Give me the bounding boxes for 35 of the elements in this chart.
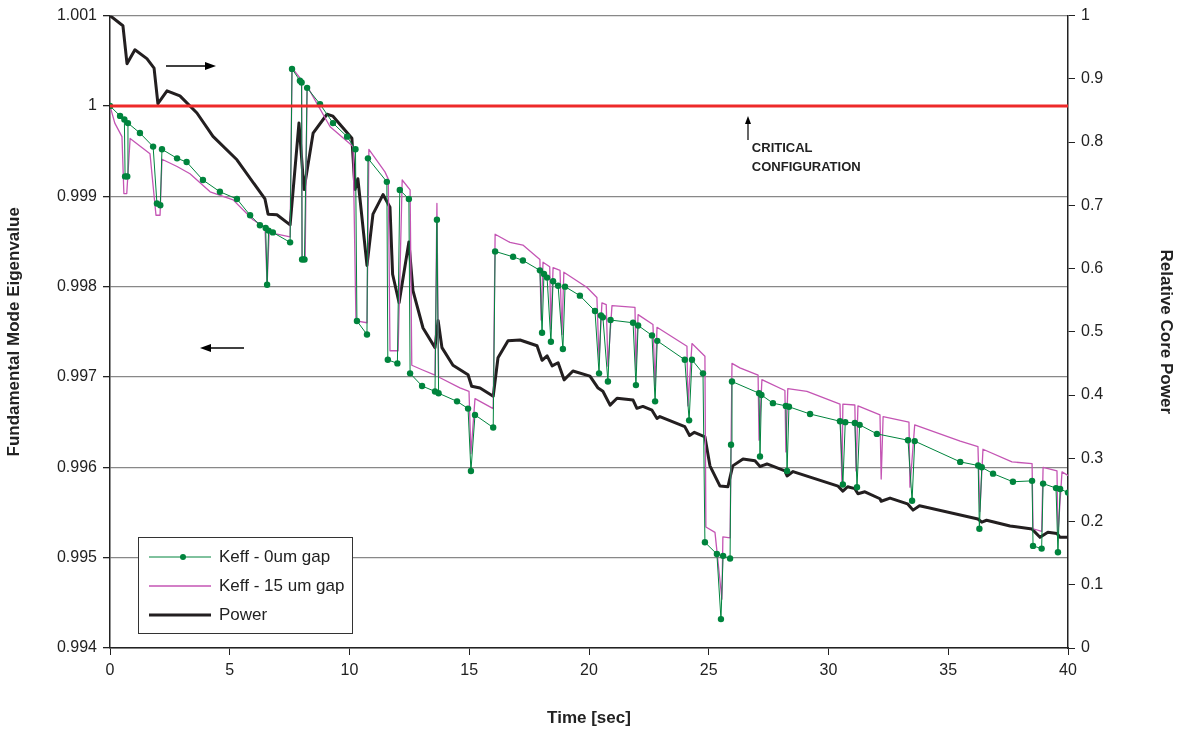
y2-tick-label: 0.5 xyxy=(1081,322,1104,340)
x-tick-label: 0 xyxy=(105,661,115,679)
x-tick-label: 25 xyxy=(699,661,718,679)
y2-tick-label: 0.1 xyxy=(1081,575,1104,593)
y2-tick-label: 0.2 xyxy=(1081,511,1104,529)
y-tick-label: 0.997 xyxy=(56,367,98,385)
y2-tick-label: 0.8 xyxy=(1081,132,1104,150)
y2-tick-label: 0.6 xyxy=(1081,258,1104,276)
y2-tick-label: 0.4 xyxy=(1081,385,1104,403)
y2-tick-label: 0.3 xyxy=(1081,448,1104,466)
y-axis-title: Fundamental Mode Eigenvalue xyxy=(3,207,23,457)
y-tick-label: 0.996 xyxy=(56,457,98,475)
y-tick-label: 1 xyxy=(88,96,98,114)
x-tick-label: 15 xyxy=(460,661,479,679)
legend-label: Keff - 0um gap xyxy=(219,546,331,567)
x-tick-label: 40 xyxy=(1059,661,1077,679)
x-tick-label: 30 xyxy=(819,661,838,679)
x-tick-label: 10 xyxy=(340,661,359,679)
y-tick-label: 0.995 xyxy=(56,548,98,566)
y-tick-label: 0.999 xyxy=(56,186,98,204)
ref-line-label: CRITICAL CONFIGURATION xyxy=(751,139,861,174)
y2-tick-label: 1 xyxy=(1081,6,1090,24)
y-tick-label: 0.994 xyxy=(56,638,98,656)
y2-axis-title: Relative Core Power xyxy=(1157,249,1177,415)
y-tick-label: 1.001 xyxy=(56,6,98,24)
x-tick-label: 20 xyxy=(580,661,598,679)
y-tick-label: 0.998 xyxy=(56,277,98,295)
y2-tick-label: 0 xyxy=(1081,638,1090,656)
legend-label: Keff - 15 um gap xyxy=(219,575,345,596)
y2-tick-label: 0.9 xyxy=(1081,69,1104,87)
legend-label: Power xyxy=(219,604,268,625)
x-axis-title: Time [sec] xyxy=(547,708,631,728)
x-tick-label: 5 xyxy=(225,661,235,679)
x-tick-label: 35 xyxy=(939,661,958,679)
y2-tick-label: 0.7 xyxy=(1081,195,1104,213)
